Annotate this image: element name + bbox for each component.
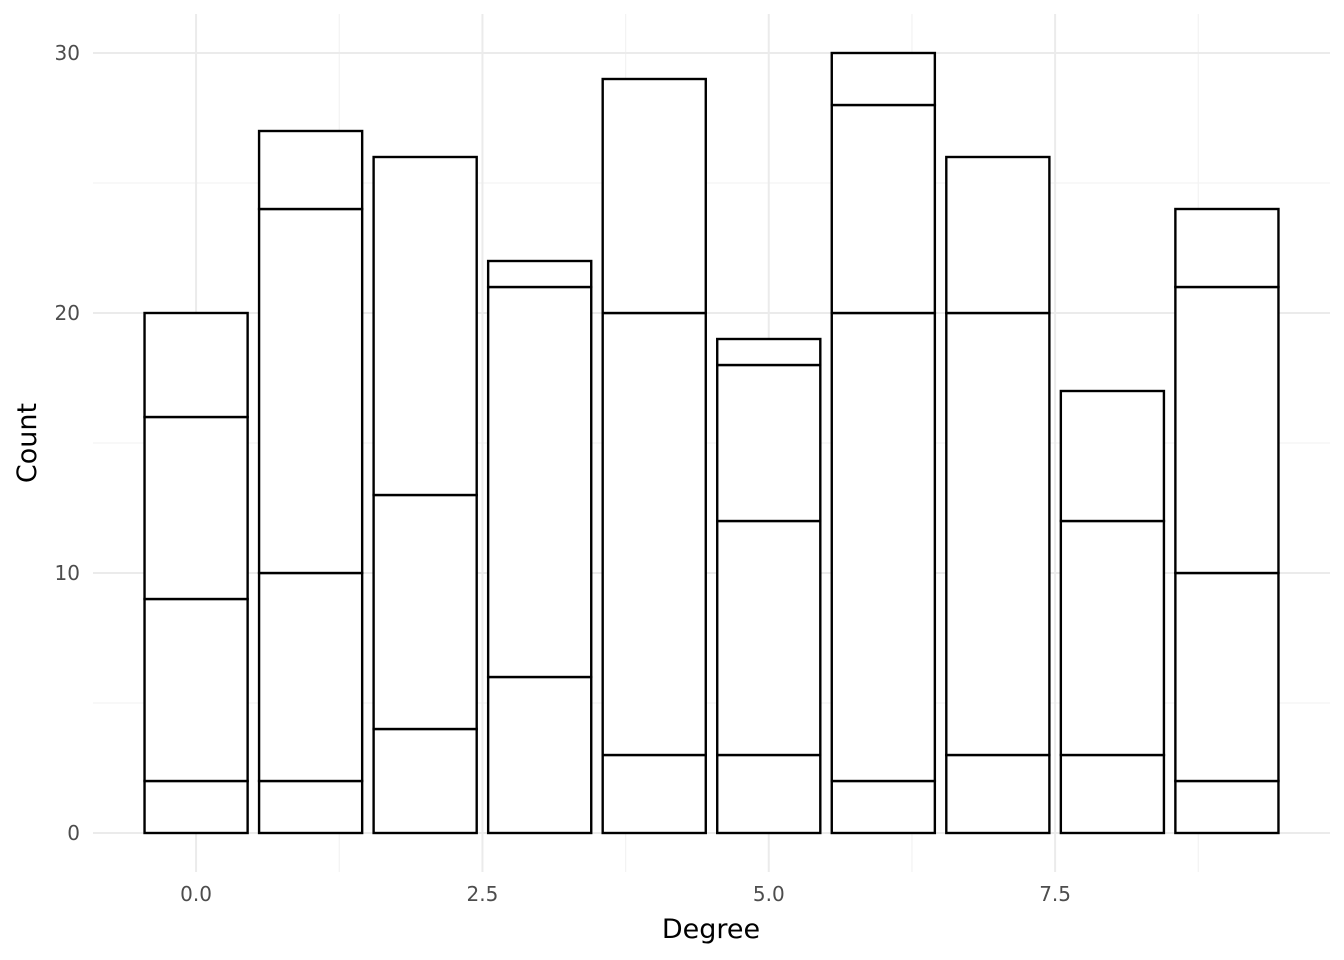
bar-stack [601,77,707,835]
bar-segment [830,51,937,107]
bar-segment [1059,389,1166,523]
bar-segment [1174,207,1280,289]
bar-stack [257,129,364,835]
bar-segment [1059,753,1166,835]
bar-segment [716,363,822,523]
bar-segment [257,129,364,211]
bar-segment [1174,571,1280,783]
bar-stack [486,259,593,835]
bar-segment [143,597,249,783]
bar-segment [601,753,707,835]
bar-segment [945,311,1051,757]
x-tick-label: 7.5 [1039,882,1071,906]
bar-segment [257,571,364,783]
x-tick-label: 0.0 [180,882,212,906]
bar-stack [1174,207,1280,835]
bar-segment [143,415,249,601]
bar-segment [257,779,364,835]
bar-segment [143,779,249,835]
bar-segment [830,103,937,315]
bar-segment [830,311,937,783]
y-tick-label: 10 [55,561,80,585]
bar-segment [143,311,249,419]
bar-stack [143,311,249,835]
x-axis-ticks: 0.0 2.5 5.0 7.5 [180,882,1071,906]
y-axis-ticks: 0 10 20 30 [55,41,80,845]
y-tick-label: 0 [67,821,80,845]
bar-segment [372,155,478,497]
bar-stack [945,155,1051,835]
x-tick-label: 5.0 [753,882,785,906]
bar-segment [945,155,1051,315]
bar-segment [372,493,478,731]
bar-segment [716,753,822,835]
y-tick-label: 30 [55,41,80,65]
bar-segment [601,311,707,757]
y-axis-title: Count [12,403,43,483]
bar-segment [372,727,478,835]
y-tick-label: 20 [55,301,80,325]
bar-stack [716,337,822,835]
bar-segment [716,519,822,757]
bar-stack [1059,389,1166,835]
bar-segment [486,259,593,289]
x-tick-label: 2.5 [467,882,499,906]
bar-segment [486,675,593,835]
bar-stack [372,155,478,835]
bar-segment [257,207,364,575]
bar-segment [716,337,822,367]
bar-segment [830,779,937,835]
x-axis-title: Degree [662,914,760,945]
bar-segment [601,77,707,315]
bar-stack [830,51,937,835]
bar-segment [1174,779,1280,835]
bar-segment [486,285,593,679]
bar-segment [1059,519,1166,757]
bar-segment [945,753,1051,835]
stacked-bars [143,51,1280,835]
bar-segment [1174,285,1280,575]
